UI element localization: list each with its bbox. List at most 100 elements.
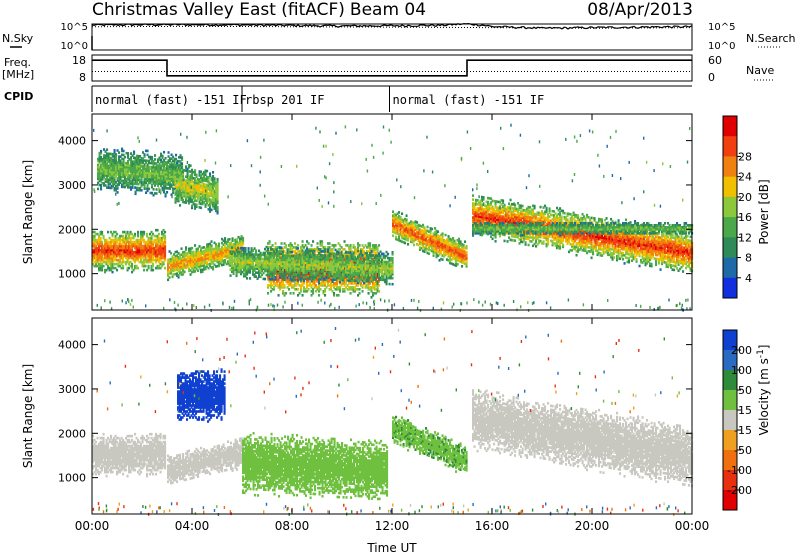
power-cell (171, 259, 174, 263)
power-cell (330, 276, 333, 279)
power-cell (149, 175, 152, 179)
power-cell (131, 164, 134, 167)
power-cell (209, 204, 212, 207)
power-cell (366, 246, 369, 249)
power-cell (142, 183, 145, 186)
power-cell (180, 267, 183, 270)
power-cell (213, 179, 216, 182)
power-cell (141, 252, 144, 256)
power-cell (200, 192, 203, 196)
power-cell (123, 252, 126, 256)
power-cell (215, 189, 218, 193)
power-cell (164, 186, 167, 190)
power-cell (166, 165, 169, 168)
power-cell (182, 172, 185, 176)
power-cell (295, 253, 298, 256)
power-cell (331, 254, 334, 257)
power-cell (197, 179, 200, 183)
power-cell (164, 258, 167, 262)
power-cell (240, 243, 243, 246)
power-cell (160, 164, 163, 168)
power-cell (378, 290, 381, 293)
power-cell (161, 154, 164, 158)
power-cell (137, 258, 140, 262)
power-cell (195, 199, 198, 203)
power-cell (186, 189, 189, 193)
power-cell (366, 284, 369, 287)
power-cell (167, 165, 170, 168)
power-cell (95, 252, 98, 256)
power-cell (136, 186, 139, 190)
power-cell (140, 258, 143, 262)
power-cell (149, 240, 152, 244)
power-cell (279, 286, 282, 289)
power-cell (122, 260, 125, 264)
noise-right-tick-bottom: 10^0 (708, 41, 735, 52)
power-cell (318, 274, 321, 277)
power-cell (143, 250, 146, 254)
power-cell (312, 248, 315, 251)
power-cell (158, 250, 161, 254)
power-cell (267, 246, 270, 249)
power-cell (137, 154, 140, 158)
power-cell (180, 178, 183, 181)
power-cell (170, 161, 173, 164)
power-cell (233, 243, 236, 246)
power-cell (207, 247, 210, 250)
power-cell (116, 191, 119, 194)
power-cell (141, 236, 144, 240)
power-cell (134, 174, 137, 178)
power-cell (146, 232, 149, 236)
power-cell (164, 230, 167, 234)
power-cell (95, 250, 98, 254)
power-cell (163, 184, 166, 188)
power-cell (189, 200, 192, 203)
power-cell (111, 232, 114, 236)
power-cell (136, 154, 139, 158)
power-cell (131, 262, 134, 266)
power-cell (103, 166, 106, 169)
power-cell (218, 260, 221, 264)
power-cell (195, 181, 198, 185)
power-cell (183, 250, 186, 254)
power-cell (155, 248, 158, 252)
power-cell (210, 198, 213, 202)
power-cell (366, 250, 369, 253)
cpid-label: CPID (4, 90, 33, 103)
power-cell (188, 200, 191, 203)
power-cell (204, 187, 207, 190)
power-cell (135, 238, 138, 242)
power-cell (349, 246, 352, 249)
power-cell (315, 268, 318, 271)
power-cell (194, 264, 197, 267)
power-cell (183, 270, 186, 274)
power-cell (146, 248, 149, 252)
power-cell (119, 175, 122, 178)
power-cell (113, 254, 116, 258)
power-cell (96, 254, 99, 258)
power-cell (116, 187, 119, 190)
power-cell (212, 201, 215, 204)
power-cell (161, 180, 164, 184)
power-cell (107, 170, 110, 174)
power-cell (110, 250, 113, 254)
power-cell (169, 159, 172, 162)
power-cell (274, 246, 277, 249)
power-cell (158, 172, 161, 176)
power-cell (146, 153, 149, 157)
power-cell (277, 284, 280, 287)
power-cell (169, 181, 172, 184)
power-cell (134, 260, 137, 264)
power-cell (339, 274, 342, 277)
power-cell (149, 232, 152, 236)
power-cell (183, 169, 186, 172)
power-cell (169, 169, 172, 172)
power-cell (170, 259, 173, 263)
power-cell (147, 238, 150, 242)
power-cell (163, 170, 166, 174)
power-cell (104, 270, 107, 274)
power-cell (134, 234, 137, 238)
power-cell (113, 153, 116, 156)
power-cell (370, 274, 373, 277)
